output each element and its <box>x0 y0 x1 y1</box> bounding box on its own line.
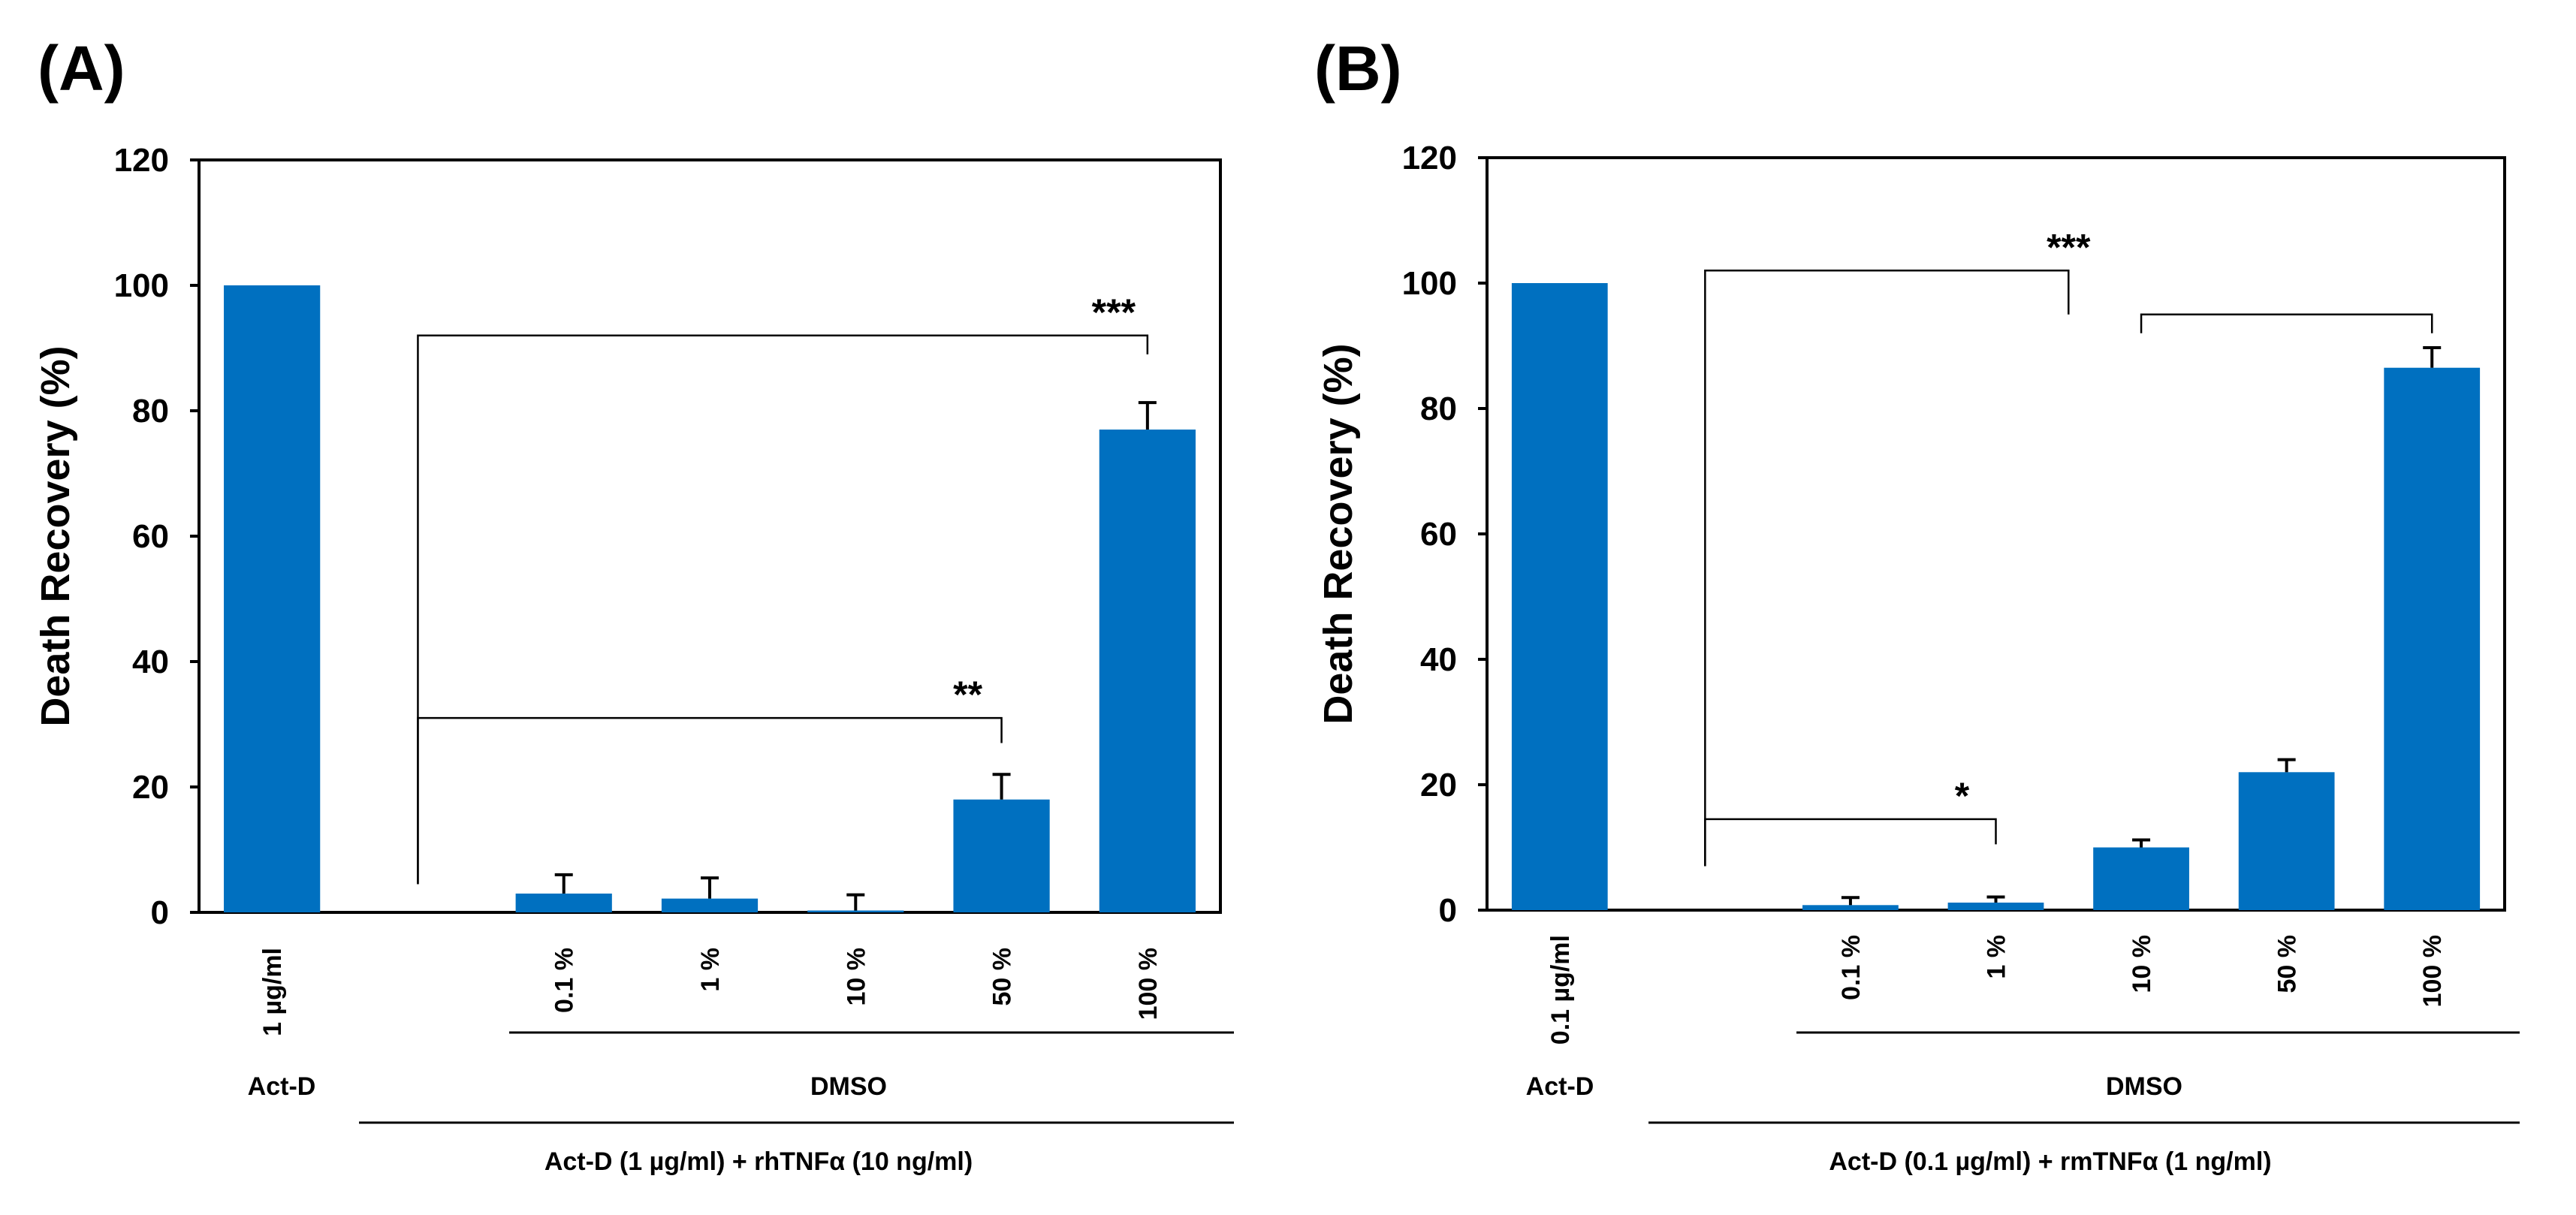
category-label-3: 1 % <box>1983 935 2011 979</box>
significance-bracket-0 <box>1704 818 1997 867</box>
y-tick-label: 120 <box>1402 140 1457 176</box>
category-label-5: 50 % <box>2273 935 2302 993</box>
significance-stars-1: ** <box>953 674 982 716</box>
y-tick-label: 60 <box>1420 516 1457 553</box>
bar-2 <box>1802 905 1899 910</box>
y-tick-label: 20 <box>132 769 169 806</box>
dmso-group-label: DMSO <box>810 1072 887 1101</box>
significance-bracket-1 <box>1704 270 2070 867</box>
y-tick-label: 100 <box>114 267 169 304</box>
category-label-5: 50 % <box>988 948 1017 1006</box>
category-label-3: 1 % <box>696 948 725 992</box>
y-axis-label: Death Recovery (%) <box>33 345 78 726</box>
category-label-0: 1 µg/ml <box>258 948 287 1036</box>
y-tick-label: 0 <box>1439 892 1457 929</box>
y-tick-label: 40 <box>1420 641 1457 678</box>
bar-4 <box>807 910 904 912</box>
bar-6 <box>1099 430 1196 912</box>
actd-group-label: Act-D <box>248 1072 316 1101</box>
y-tick-label: 0 <box>151 894 169 931</box>
category-label-0: 0.1 µg/ml <box>1546 935 1575 1045</box>
panel-label: (B) <box>1314 33 1402 104</box>
category-label-4: 10 % <box>842 948 870 1006</box>
treatment-group-label: Act-D (1 µg/ml) + rhTNFα (10 ng/ml) <box>544 1147 973 1176</box>
category-label-2: 0.1 % <box>550 948 579 1013</box>
y-tick-label: 40 <box>132 644 169 680</box>
bar-0 <box>1511 283 1608 910</box>
plot-frame <box>198 158 1222 914</box>
panel-b: (B) 0 20 40 60 80 100 120 Death Recovery (%) 0.1 … <box>1314 33 2520 1176</box>
category-label-6: 100 % <box>2418 935 2447 1007</box>
category-label-2: 0.1 % <box>1837 935 1866 1000</box>
y-tick-label: 100 <box>1402 265 1457 302</box>
actd-group-label: Act-D <box>1526 1072 1594 1101</box>
significance-bracket-0 <box>417 334 1149 885</box>
panel-a: (A) 0 20 40 60 80 100 120 Death Recovery (%) 1 µg… <box>33 33 1234 1176</box>
bar-5 <box>953 799 1050 912</box>
y-tick-label: 20 <box>1420 767 1457 803</box>
bar-6 <box>2384 367 2481 911</box>
y-tick-label: 60 <box>132 518 169 555</box>
bar-2 <box>515 893 612 912</box>
significance-stars-0: *** <box>1092 291 1136 333</box>
panel-label: (A) <box>38 33 125 104</box>
significance-bracket-1 <box>417 716 1003 885</box>
significance-stars-1: *** <box>2047 226 2091 268</box>
category-label-4: 10 % <box>2128 935 2156 993</box>
bar-0 <box>224 285 321 912</box>
bar-3 <box>1947 902 2044 910</box>
y-tick-label: 120 <box>114 142 169 179</box>
significance-stars-0: * <box>1955 775 1970 817</box>
significance-subbracket-1 <box>2140 313 2433 333</box>
bar-4 <box>2093 847 2189 910</box>
category-label-6: 100 % <box>1134 948 1163 1020</box>
y-tick-label: 80 <box>1420 390 1457 427</box>
dmso-group-label: DMSO <box>2106 1072 2182 1101</box>
y-tick-label: 80 <box>132 393 169 430</box>
bar-5 <box>2238 772 2335 910</box>
treatment-group-label: Act-D (0.1 µg/ml) + rmTNFα (1 ng/ml) <box>1829 1147 2271 1176</box>
y-axis-label: Death Recovery (%) <box>1316 343 1361 724</box>
bar-3 <box>661 898 759 912</box>
